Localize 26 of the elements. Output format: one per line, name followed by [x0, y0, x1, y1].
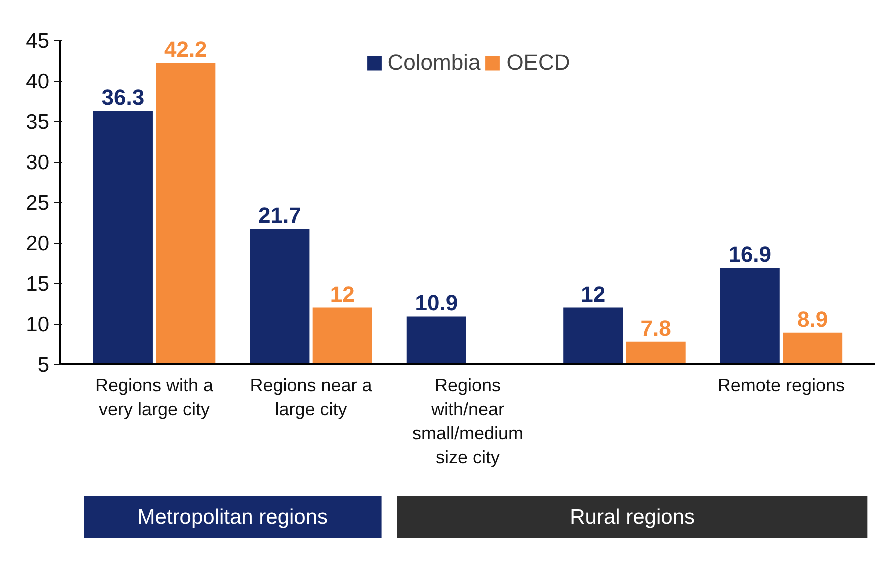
y-tick-label: 25	[26, 192, 50, 215]
y-tick-label: 5	[38, 354, 50, 377]
legend-label: Colombia	[388, 50, 481, 76]
y-tick-label: 10	[26, 314, 50, 336]
y-tick-label: 40	[26, 70, 50, 94]
data-label: 12	[330, 282, 355, 307]
y-tick-label: 45	[26, 30, 50, 53]
data-label: 42.2	[164, 37, 208, 62]
text: Rural regions	[570, 506, 696, 529]
data-label: 12	[581, 282, 606, 307]
y-tick-label: 15	[26, 273, 50, 296]
x-tick-label: Regions near a large city	[250, 376, 374, 420]
y-tick-label: 20	[26, 232, 50, 256]
data-label: 7.8	[640, 316, 672, 341]
data-label: 10.9	[415, 290, 458, 316]
legend-label: OECD	[506, 50, 570, 76]
x-tick-label: Regions with a very large city	[96, 376, 215, 420]
data-label: 16.9	[728, 242, 772, 268]
data-label: 36.3	[102, 84, 145, 110]
y-tick-label: 35	[26, 111, 50, 134]
data-label: 21.7	[258, 203, 302, 228]
x-tick-label: Remote regions	[718, 376, 846, 396]
data-label: 8.9	[798, 306, 828, 332]
text: Metropolitan regions	[138, 506, 328, 529]
x-tick-label: Regions with/near small/medium size city	[412, 376, 524, 468]
y-tick-label: 30	[26, 152, 50, 174]
